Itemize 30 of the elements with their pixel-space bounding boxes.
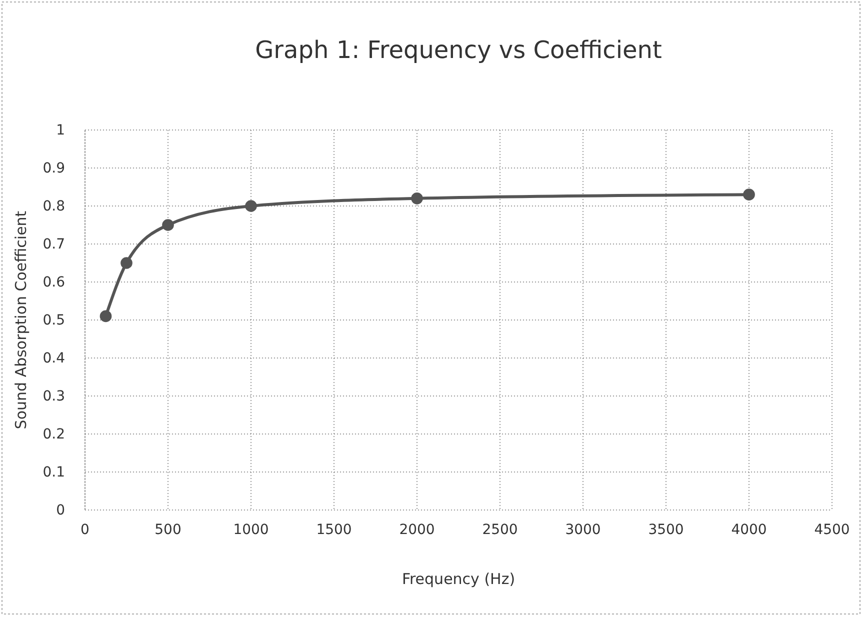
y-tick-label: 0.7 [42,236,65,252]
x-tick-label: 500 [154,522,182,538]
y-tick-label: 0.8 [42,198,65,214]
point [162,219,174,231]
y-tick-label: 0.3 [42,388,65,404]
x-tick-label: 3000 [565,522,601,538]
point [743,188,755,201]
point [245,200,257,212]
y-tick-label: 0.4 [42,350,66,366]
point [120,257,132,269]
x-tick-label: 2000 [399,522,435,538]
chart-title: Graph 1: Frequency vs Coefficient [255,36,662,64]
y-tick-label: 0.9 [42,160,65,176]
x-tick-label: 1000 [233,522,269,538]
x-tick-label: 4000 [731,522,767,538]
x-axis-title: Frequency (Hz) [402,570,516,588]
x-tick-label: 1500 [316,522,352,538]
point [100,310,112,322]
point [411,192,423,204]
x-tick-label: 2500 [482,522,518,538]
y-tick-label: 0.2 [42,426,65,442]
y-tick-label: 0.5 [42,312,65,328]
y-tick-label: 0.1 [42,464,65,480]
y-tick-label: 1 [56,122,65,138]
x-tick-label: 0 [80,522,90,538]
y-tick-label: 0 [56,502,65,518]
x-tick-label: 3500 [648,522,684,538]
x-tick-label: 4500 [814,522,850,538]
y-tick-label: 0.6 [42,274,66,290]
y-axis-title: Sound Absorption Coefficient [12,210,30,430]
